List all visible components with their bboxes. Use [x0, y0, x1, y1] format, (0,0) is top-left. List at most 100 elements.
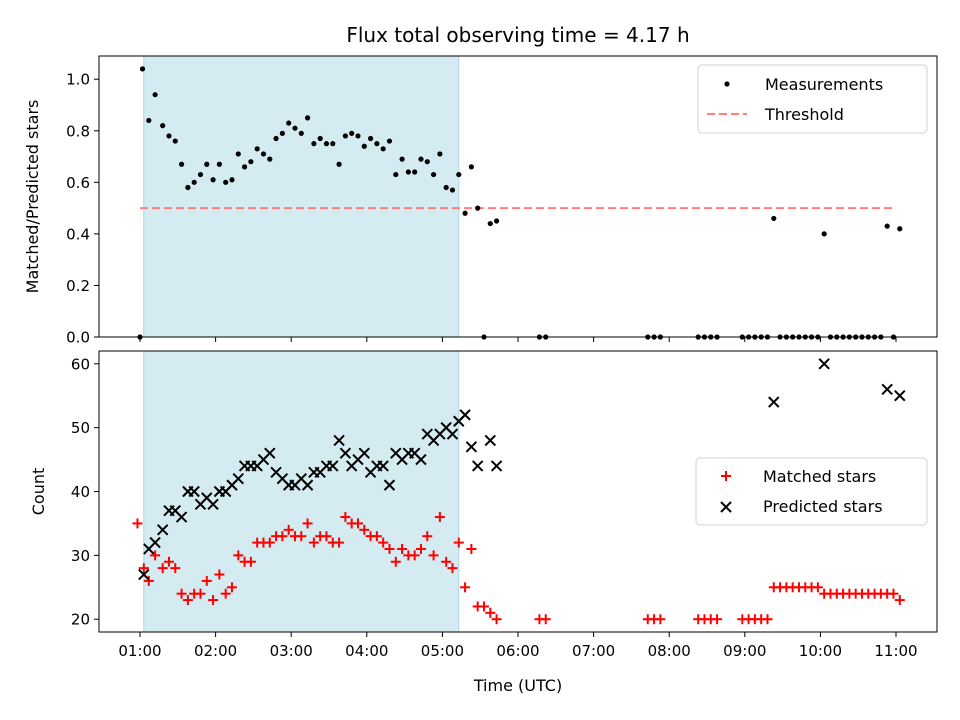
legend-marker-matched	[721, 471, 731, 481]
x-axis-label: Time (UTC)	[473, 676, 562, 695]
measurement-point	[821, 231, 827, 237]
matched-star-point	[308, 537, 319, 548]
measurement-point	[279, 130, 285, 136]
measurement-point	[210, 177, 216, 183]
measurement-point	[386, 138, 393, 144]
measurement-point	[468, 164, 474, 170]
bottom-y-ticks: 20 30 40 50 60	[71, 355, 99, 629]
x-tick-label: 01:00	[118, 642, 161, 660]
measurement-point	[286, 120, 292, 126]
predicted-star-point	[894, 389, 906, 402]
measurement-point	[229, 177, 235, 183]
measurement-point	[267, 156, 273, 162]
matched-star-point	[712, 614, 723, 625]
top-observing-span	[143, 55, 460, 338]
matched-star-point	[894, 595, 905, 606]
matched-star-point	[422, 531, 433, 542]
measurement-point	[475, 205, 481, 211]
x-tick-label: 11:00	[874, 642, 917, 660]
predicted-star-point	[383, 479, 396, 491]
matched-star-point	[176, 588, 187, 599]
top-y-ticks: 0.0 0.2 0.4 0.6 0.8 1.0	[66, 71, 99, 347]
matched-star-point	[334, 537, 345, 548]
y-tick-label: 50	[71, 419, 90, 437]
matched-star-point	[371, 531, 382, 542]
measurement-point	[323, 141, 330, 147]
x-tick-label: 04:00	[345, 642, 388, 660]
top-x-ticks	[139, 337, 897, 342]
matched-star-point	[132, 518, 143, 529]
y-tick-label: 40	[71, 483, 90, 501]
predicted-star-point	[301, 479, 314, 491]
measurement-point	[355, 133, 361, 139]
predicted-star-point	[818, 358, 830, 370]
measurement-point	[884, 223, 890, 229]
measurement-point	[349, 130, 355, 136]
predicted-star-point	[490, 460, 503, 472]
measurement-point	[311, 141, 317, 147]
measurement-point	[223, 179, 229, 185]
measurement-point	[330, 141, 336, 147]
measurement-point	[412, 169, 418, 175]
matched-star-point	[415, 543, 426, 554]
measurement-point	[462, 210, 468, 216]
measurement-point	[418, 156, 424, 162]
measurement-point	[273, 135, 279, 142]
measurement-point	[897, 226, 903, 232]
predicted-star-point	[333, 434, 345, 447]
predicted-star-point	[377, 460, 389, 472]
legend-label-measurements: Measurements	[765, 75, 883, 94]
matched-star-point	[170, 563, 181, 574]
y-tick-label: 0.2	[66, 277, 90, 295]
matched-star-point	[340, 512, 351, 523]
legend-label-predicted: Predicted stars	[763, 497, 883, 516]
measurement-point	[260, 151, 267, 157]
x-tick-label: 08:00	[648, 642, 691, 660]
matched-star-point	[283, 524, 294, 535]
predicted-star-point	[138, 568, 150, 581]
matched-star-point	[226, 582, 237, 593]
measurement-point	[191, 179, 197, 185]
matched-star-point	[220, 588, 231, 599]
measurement-point	[292, 125, 298, 131]
matched-star-point	[157, 563, 168, 574]
predicted-star-point	[175, 511, 188, 523]
matched-star-point	[214, 569, 225, 580]
matched-star-point	[277, 531, 288, 542]
bottom-x-ticks: 01:00 02:00 03:00 04:00 05:00 06:00 07:00 08:00…	[118, 632, 918, 660]
legend-frame	[697, 64, 928, 134]
matched-star-point	[296, 531, 307, 542]
predicted-star-point	[881, 383, 893, 396]
matched-star-point	[491, 614, 502, 625]
chart-title: Flux total observing time = 4.17 h	[346, 23, 689, 47]
y-tick-label: 60	[71, 355, 90, 373]
matched-star-point	[540, 614, 551, 625]
matched-star-point	[655, 614, 666, 625]
predicted-star-point	[149, 536, 161, 549]
matched-star-point	[245, 556, 256, 567]
measurement-point	[197, 171, 204, 178]
predicted-star-point	[471, 460, 484, 472]
x-tick-label: 10:00	[799, 642, 842, 660]
measurement-point	[160, 123, 166, 129]
measurement-point	[493, 218, 500, 224]
matched-star-point	[447, 563, 458, 574]
predicted-star-point	[264, 447, 276, 459]
matched-star-point	[321, 531, 332, 542]
y-tick-label: 0.6	[66, 174, 90, 192]
predicted-star-point	[446, 428, 459, 440]
predicted-star-point	[358, 447, 370, 459]
matched-star-point	[441, 556, 452, 567]
top-legend: Measurements Threshold	[697, 64, 928, 134]
bottom-y-axis-label: Count	[29, 468, 48, 516]
bottom-panel: 20 30 40 50 60 01:00 02:00 03:00 04:00 05:00 06:0…	[29, 350, 938, 695]
bottom-legend: Matched stars Predicted stars	[695, 457, 928, 526]
measurement-point	[443, 184, 449, 191]
predicted-star-point	[459, 409, 471, 421]
measurement-point	[449, 187, 456, 193]
measurement-point	[399, 156, 405, 162]
matched-star-point	[762, 614, 773, 625]
matched-star-point	[143, 575, 154, 586]
measurement-point	[342, 133, 348, 139]
